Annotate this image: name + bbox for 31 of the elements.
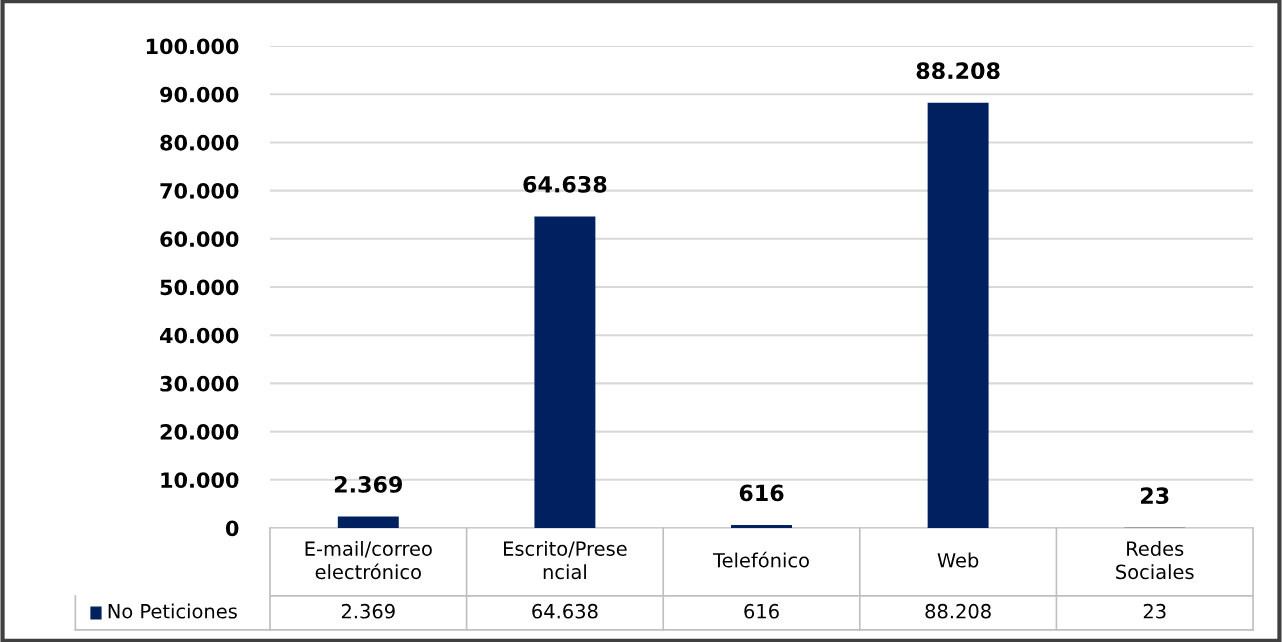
x-tick-label: Telefónico <box>712 551 809 568</box>
x-tick-label: Web <box>937 552 979 568</box>
text: 2.369 <box>334 476 403 493</box>
x-tick-label: Escrito/Presencial <box>504 540 627 580</box>
text: 64.638 <box>523 175 607 193</box>
y-tick-label: 60.000 <box>160 231 239 248</box>
data-label: 2.369 <box>341 603 395 619</box>
y-tick-label: 70.000 <box>160 183 239 199</box>
bar <box>337 516 399 528</box>
data-label: 616 <box>744 603 779 619</box>
y-tick-label: 20.000 <box>160 424 239 440</box>
text: 23 <box>1141 487 1169 505</box>
y-tick-label: 30.000 <box>160 375 239 392</box>
bar <box>731 525 792 528</box>
y-tick-label: 80.000 <box>160 134 239 151</box>
y-tick-label: 40.000 <box>159 327 239 344</box>
data-label: 23 <box>1143 603 1166 619</box>
y-tick-label: 50.000 <box>160 279 239 296</box>
x-tick-label: Redes Sociales <box>1116 540 1194 580</box>
y-tick-label: 0 <box>225 520 239 537</box>
bar <box>534 216 596 528</box>
text: 616 <box>739 484 784 502</box>
bar <box>927 102 989 528</box>
data-label: 88.208 <box>925 603 991 619</box>
text: 88.208 <box>916 62 1000 80</box>
x-tick-label: E-mail/correo electrónico <box>305 540 432 580</box>
y-tick-label: 10.000 <box>161 472 239 488</box>
y-tick-label: 100.000 <box>146 38 239 55</box>
data-label: 64.638 <box>532 603 598 619</box>
legend-label: No Peticiones <box>108 603 237 619</box>
y-tick-label: 90.000 <box>160 86 239 103</box>
